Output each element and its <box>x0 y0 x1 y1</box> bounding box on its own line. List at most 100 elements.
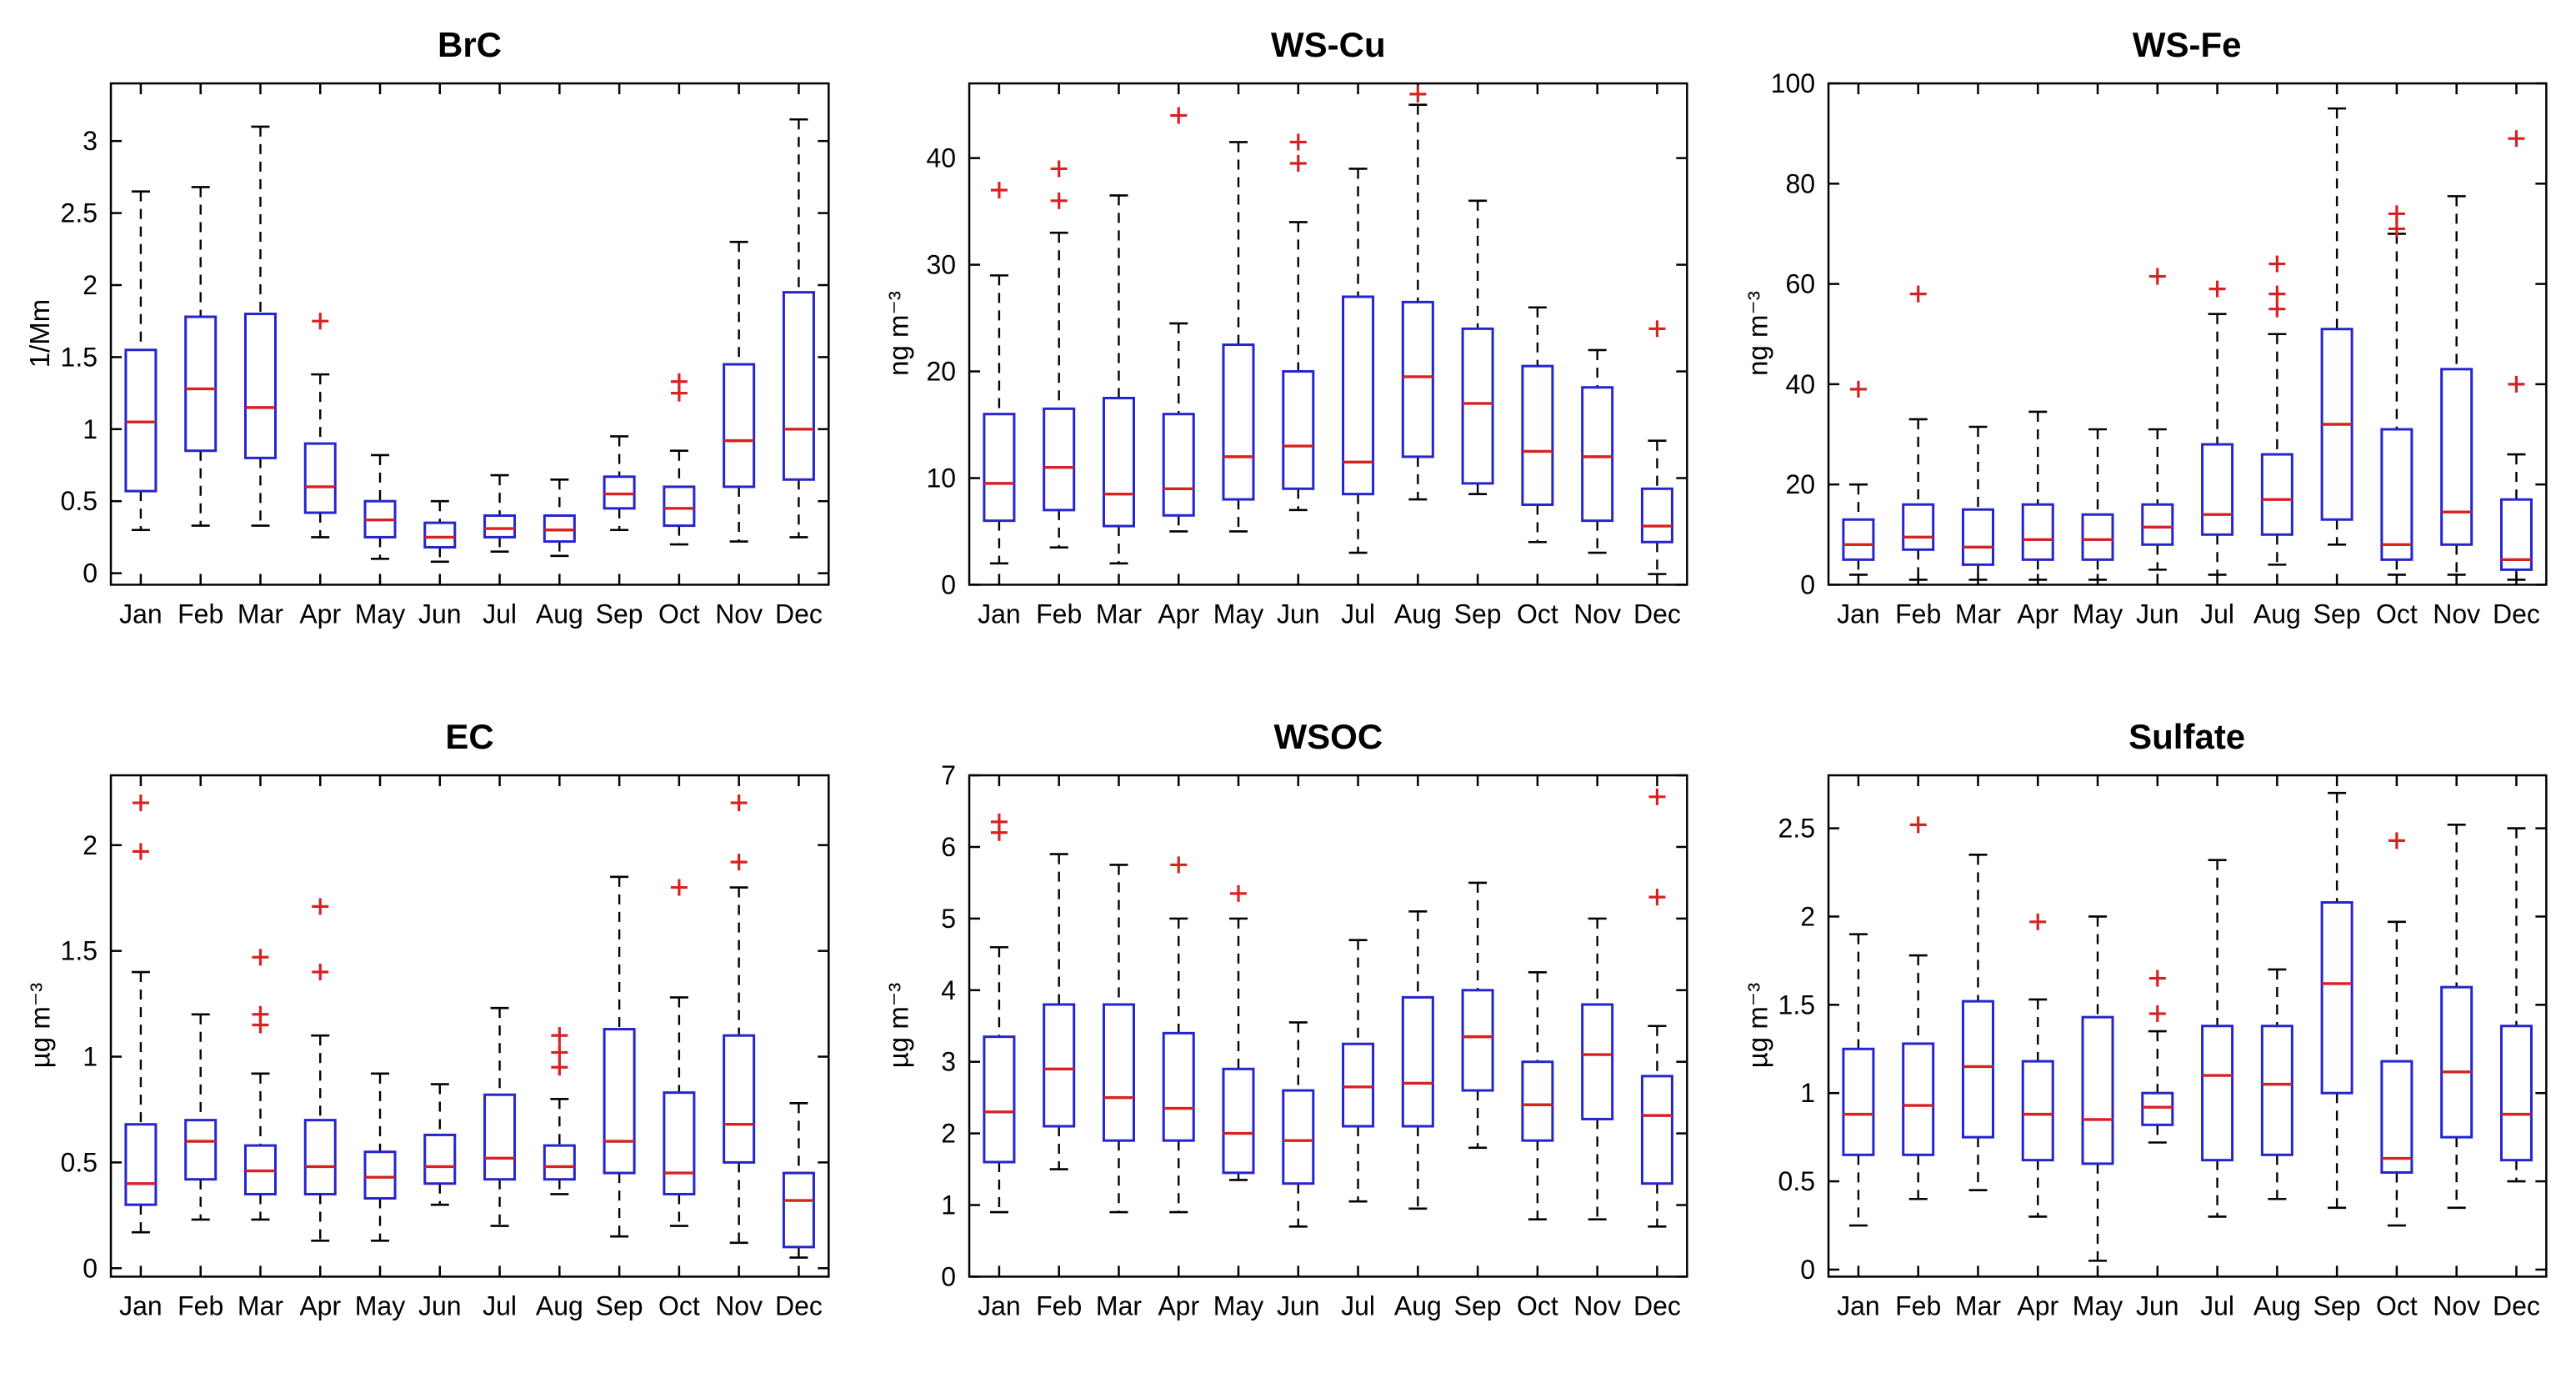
y-tick-label: 0.5 <box>61 486 98 516</box>
y-tick-label: 0 <box>942 569 957 599</box>
box-Dec <box>2499 453 2533 581</box>
x-tick-label: Nov <box>715 599 763 629</box>
x-tick-label: Oct <box>1517 599 1558 629</box>
box-Jan <box>124 190 158 532</box>
x-tick-label: Mar <box>1955 1290 2001 1320</box>
boxplot-wsoc: 0 1 2 3 4 5 6 7 Jan Feb Mar Apr May Jun Jul Aug Sep Oct No… <box>942 760 1688 1320</box>
y-tick-label: 6 <box>942 831 957 861</box>
x-tick-label: Jul <box>1341 599 1375 629</box>
y-tick-label: 1 <box>942 1190 957 1220</box>
outlier-plus-icon <box>2268 300 2286 318</box>
panel-title-ws-cu: WS-Cu <box>1271 25 1386 64</box>
box-Jun <box>423 499 457 564</box>
outlier-plus-icon <box>312 897 329 914</box>
box-May <box>2081 914 2114 1262</box>
box-Oct <box>1521 306 1554 544</box>
x-tick-label: Apr <box>299 1290 341 1320</box>
y-tick-label: 80 <box>1785 168 1815 198</box>
y-tick-label: 5 <box>942 903 957 933</box>
y-tick-label: 2.5 <box>1778 813 1814 843</box>
x-tick-label: Aug <box>2253 1290 2301 1320</box>
outlier-plus-icon <box>1909 285 1927 303</box>
box-Oct <box>2380 233 2413 576</box>
x-tick-label: May <box>355 599 405 629</box>
box-Oct <box>1521 970 1554 1220</box>
box-May <box>1222 141 1255 533</box>
panel-ws-fe: WS-Fe ng m⁻³ 0 20 40 60 80 100 Jan Feb Mar Apr May… <box>1718 0 2576 692</box>
y-tick-label: 0.5 <box>61 1147 98 1177</box>
x-tick-label: Jul <box>483 1290 517 1320</box>
x-tick-label: Jun <box>418 599 462 629</box>
box-Jul <box>483 474 517 553</box>
box-Sep <box>603 875 636 1238</box>
outlier-plus-icon <box>1648 320 1666 338</box>
x-tick-label: Dec <box>1633 599 1681 629</box>
outlier-plus-icon <box>1648 888 1666 905</box>
x-tick-label: Jul <box>2200 1290 2234 1320</box>
box-Jul <box>1342 938 1375 1203</box>
x-tick-label: Apr <box>1158 599 1200 629</box>
axes-box: 0 10 20 30 40 Jan Feb Mar Apr May Jun Jul Aug Sep Oct N… <box>927 82 1688 629</box>
box-Jan <box>1842 483 1875 576</box>
y-tick-label: 0 <box>1800 569 1815 599</box>
outlier-plus-icon <box>991 813 1008 830</box>
box-Jun <box>1282 1020 1315 1228</box>
box-Dec <box>2499 826 2533 1182</box>
x-tick-label: Sep <box>596 599 643 629</box>
outlier-plus-icon <box>1849 380 1867 398</box>
y-tick-label: 20 <box>927 357 957 387</box>
panel-wsoc: WSOC µg m⁻³ 0 1 2 3 4 5 6 7 Jan Feb Mar Apr May Jun Ju… <box>858 692 1717 1383</box>
box-Feb <box>1901 954 1934 1200</box>
x-tick-label: Jun <box>1277 1290 1320 1320</box>
x-tick-label: Jan <box>978 1290 1021 1320</box>
box-Aug <box>1402 909 1435 1210</box>
x-tick-label: Apr <box>2017 1290 2058 1320</box>
box-Oct <box>663 449 696 546</box>
x-tick-label: Oct <box>658 599 700 629</box>
box-Sep <box>1461 881 1494 1149</box>
panel-ws-cu: WS-Cu ng m⁻³ 0 10 20 30 40 Jan Feb Mar Apr May Jun… <box>858 0 1717 692</box>
box-Jul <box>2200 313 2233 576</box>
boxplot-ws-fe: 0 20 40 60 80 100 Jan Feb Mar Apr May Jun Jul Aug Sep O… <box>1770 68 2548 629</box>
x-tick-label: Aug <box>536 1290 583 1320</box>
x-tick-label: Dec <box>2493 1290 2540 1320</box>
box-Aug <box>2260 333 2293 566</box>
x-tick-label: Dec <box>2493 599 2540 629</box>
x-tick-label: Jan <box>119 1290 163 1320</box>
y-tick-label: 3 <box>83 126 98 156</box>
y-tick-label: 10 <box>927 463 957 493</box>
box-Nov <box>1581 917 1614 1220</box>
box-Nov <box>2439 823 2473 1209</box>
x-tick-label: Jan <box>978 599 1021 629</box>
box-Mar <box>1961 853 1994 1191</box>
outlier-plus-icon <box>1230 884 1248 902</box>
outlier-plus-icon <box>1170 855 1188 873</box>
outlier-plus-icon <box>1051 160 1068 178</box>
x-tick-label: Jun <box>1277 599 1320 629</box>
y-tick-label: 1 <box>83 1041 98 1071</box>
outlier-plus-icon <box>2388 205 2405 223</box>
outlier-plus-icon <box>1409 85 1427 103</box>
panel-title-brc: BrC <box>437 25 502 64</box>
y-tick-label: 60 <box>1785 269 1815 299</box>
outlier-plus-icon <box>1051 192 1068 209</box>
x-tick-label: Jun <box>2136 599 2179 629</box>
outlier-plus-icon <box>551 1026 568 1044</box>
box-Dec <box>782 118 815 539</box>
box-Nov <box>723 885 756 1244</box>
box-Jan <box>983 945 1016 1213</box>
y-tick-label: 1.5 <box>61 342 98 372</box>
box-Feb <box>1043 231 1076 549</box>
box-Mar <box>243 1072 277 1220</box>
box-Feb <box>184 186 218 527</box>
x-tick-label: Oct <box>1517 1290 1558 1320</box>
box-Jun <box>2140 1030 2173 1144</box>
y-tick-label: 1 <box>83 414 98 444</box>
box-Apr <box>2021 410 2054 581</box>
box-Jun <box>423 1082 457 1205</box>
outlier-plus-icon <box>312 963 329 980</box>
outlier-plus-icon <box>2268 285 2286 303</box>
axes-box: 0 1 2 3 4 5 6 7 Jan Feb Mar Apr May Jun Jul Aug Sep Oct No… <box>942 760 1688 1320</box>
x-tick-label: Feb <box>1036 599 1082 629</box>
panel-title-wsoc: WSOC <box>1273 716 1383 756</box>
